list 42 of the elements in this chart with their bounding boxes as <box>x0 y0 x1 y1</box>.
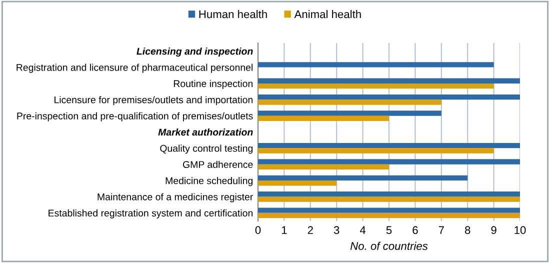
y-tick-label: Registration and licensure of pharmaceutical personnel <box>16 64 253 73</box>
y-tick-label: Quality control testing <box>160 144 253 154</box>
x-tick-label: 2 <box>308 226 313 234</box>
bar <box>258 192 520 197</box>
x-tick-label: 1 <box>282 226 287 234</box>
bar <box>258 164 389 170</box>
y-tick-label: Market authorization <box>158 128 253 136</box>
bar <box>258 62 494 68</box>
bar <box>258 196 520 202</box>
y-tick-label: Licensure for premises/outlets and importation <box>54 96 253 106</box>
legend-label: Animal health <box>294 10 361 18</box>
x-tick-label: 6 <box>412 226 418 234</box>
y-tick-label: Established registration system and certification <box>48 209 253 218</box>
bar <box>258 180 337 186</box>
y-tick-label: Medicine scheduling <box>166 177 253 186</box>
x-tick-label: 3 <box>334 226 340 234</box>
legend-label: Human health <box>199 10 267 18</box>
bar <box>258 159 520 164</box>
bar <box>258 110 442 116</box>
bar <box>258 143 520 148</box>
x-tick-label: 0 <box>255 226 261 234</box>
x-tick-label: 4 <box>360 226 366 234</box>
bar <box>258 148 494 154</box>
x-tick-label: 7 <box>438 226 444 234</box>
x-tick-label: 10 <box>514 226 526 234</box>
y-tick-label: Pre-inspection and pre-qualification of premises/outlets <box>17 112 253 122</box>
x-tick-label: 8 <box>464 226 470 234</box>
bar <box>258 100 442 105</box>
bar <box>258 175 468 181</box>
bar <box>258 208 520 213</box>
x-tick-label: 5 <box>386 226 392 234</box>
x-tick-label: 9 <box>491 226 496 234</box>
bar <box>258 116 389 121</box>
y-tick-label: Maintenance of a medicines register <box>98 193 253 202</box>
y-tick-label: GMP adherence <box>183 160 253 168</box>
bar <box>258 83 494 89</box>
y-tick-label: Routine inspection <box>174 80 253 89</box>
y-tick-label: Licensing and inspection <box>136 48 253 57</box>
bar <box>258 94 520 100</box>
bar <box>258 212 520 218</box>
bar <box>258 78 520 84</box>
x-axis-title: No. of countries <box>350 242 428 250</box>
